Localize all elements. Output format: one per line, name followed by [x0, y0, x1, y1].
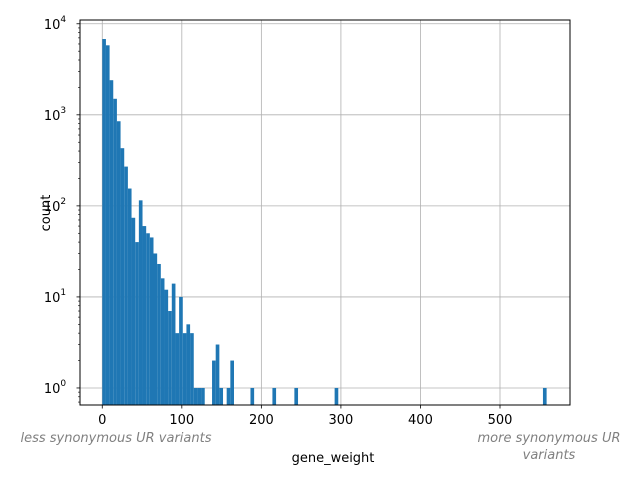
histogram-bar: [113, 98, 117, 406]
histogram-bar: [135, 242, 139, 405]
histogram-bar: [250, 387, 255, 405]
x-tick-label: 0: [98, 413, 106, 428]
y-tick-label: 101: [44, 288, 66, 306]
y-axis-ticks: 100 101 102 103 104: [44, 15, 80, 403]
histogram-bar: [334, 387, 339, 405]
histogram-bar: [215, 344, 220, 405]
histogram-bar: [226, 387, 231, 405]
histogram-bar: [160, 278, 165, 405]
histogram-bar: [186, 324, 191, 405]
histogram-bar: [157, 263, 161, 405]
histogram-bar: [182, 333, 187, 405]
histogram-bar: [149, 237, 154, 405]
histogram-bar: [109, 80, 114, 405]
y-tick-label: 100: [44, 379, 67, 397]
axes: [79, 19, 571, 406]
x-tick-label: 400: [408, 413, 433, 428]
histogram-bar: [190, 333, 194, 405]
histogram-bar: [212, 360, 216, 405]
histogram-bar: [193, 387, 198, 405]
plot-frame: [79, 19, 571, 406]
histogram-bar: [102, 39, 106, 406]
histogram-bar: [164, 289, 169, 405]
histogram-bar: [142, 226, 147, 405]
histogram-bar: [230, 360, 234, 405]
histogram-bar: [179, 296, 183, 405]
histogram-bar: [127, 188, 132, 405]
histogram-bar: [120, 148, 125, 405]
x-tick-label: 100: [169, 413, 194, 428]
histogram-bar: [175, 333, 180, 405]
y-tick-label: 103: [44, 106, 66, 124]
y-tick-label: 104: [44, 15, 67, 33]
histogram-bar: [153, 253, 158, 405]
histogram-bar: [542, 387, 547, 405]
histogram-bar: [105, 45, 110, 406]
x-tick-label: 500: [488, 413, 513, 428]
x-axis-ticks: 0 100 200 300 400 500: [98, 405, 512, 428]
x-tick-label: 200: [249, 413, 274, 428]
histogram-bar: [201, 387, 205, 405]
histogram-bar: [131, 217, 136, 405]
x-tick-label: 300: [328, 413, 353, 428]
histogram-bars: [102, 39, 547, 406]
histogram-bar: [146, 233, 150, 405]
right-annotation-line-2: variants: [523, 448, 576, 463]
histogram-bar: [138, 200, 143, 405]
left-annotation: less synonymous UR variants: [20, 431, 211, 446]
y-tick-label: 102: [44, 197, 66, 215]
histogram-bar: [124, 166, 128, 405]
histogram-bar: [219, 387, 224, 405]
right-annotation-line-1: more synonymous UR: [478, 431, 621, 446]
x-axis-title: gene_weight: [292, 451, 375, 466]
histogram-bar: [197, 387, 202, 405]
histogram-bar: [116, 121, 121, 405]
histogram-bar: [168, 311, 172, 405]
histogram-bar: [294, 387, 299, 405]
y-axis-title: count: [39, 195, 54, 232]
histogram-bar: [171, 283, 176, 405]
histogram-bar: [272, 387, 277, 405]
